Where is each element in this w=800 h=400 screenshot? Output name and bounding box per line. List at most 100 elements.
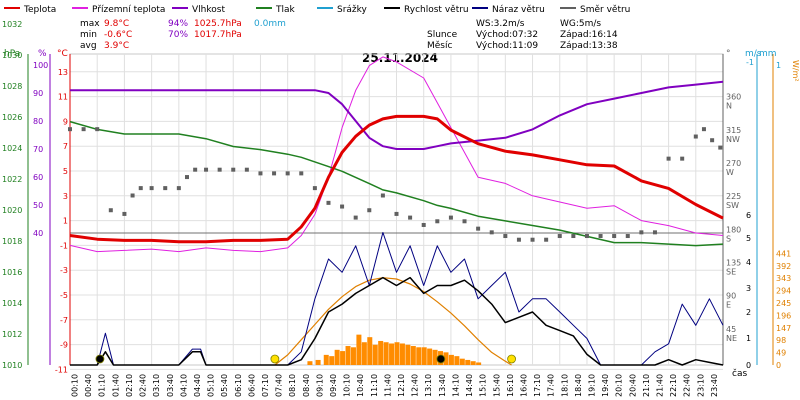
hpa-tick-7: 1018: [2, 237, 22, 246]
degc-tick-6: 1: [63, 217, 68, 226]
dir-tick-0: 360: [726, 93, 741, 102]
x-tick-34: 17:10: [533, 374, 542, 397]
x-tick-35: 17:40: [547, 374, 556, 397]
wind-dir-point-45: [652, 230, 657, 235]
mm-tick-9: 49: [776, 349, 786, 358]
legend-label-1: Přízemní teplota: [92, 5, 165, 15]
pct-axis-unit: %: [38, 49, 47, 59]
dir-name-3: SW: [726, 201, 739, 210]
stats-hum-1: 70%: [168, 30, 188, 40]
wind-dir-point-25: [380, 193, 385, 198]
degc-tick-3: 7: [63, 142, 68, 151]
sunset-marker: [507, 354, 516, 364]
pct-tick-6: 40: [33, 229, 43, 238]
stats-moon-label: Měsíc: [427, 41, 452, 51]
solar-bar-18: [410, 346, 416, 365]
x-tick-1: 00:40: [84, 374, 93, 397]
wind-dir-point-44: [639, 230, 644, 235]
mm-tick-2: 392: [776, 262, 791, 271]
wind-dir-point-26: [394, 211, 399, 216]
mm-tick-3: 343: [776, 274, 791, 283]
x-tick-10: 05:10: [207, 374, 216, 397]
mm-tick-10: 0: [776, 361, 781, 370]
wind-dir-point-13: [217, 167, 222, 172]
wind-dir-point-49: [701, 127, 706, 132]
stats-label-2: avg: [80, 41, 97, 51]
x-tick-33: 16:40: [519, 374, 528, 397]
wind-dir-point-24: [367, 208, 372, 213]
mm-tick-8: 98: [776, 336, 786, 345]
stats-ws: WS:3.2m/s: [476, 19, 525, 29]
ms-tick-4: 3: [746, 284, 751, 293]
degc-tick-12: -11: [55, 365, 68, 374]
wind-dir-point-23: [353, 215, 358, 220]
mm-axis-unit: mm: [759, 49, 777, 59]
degc-tick-1: 11: [58, 93, 68, 102]
dir-tick-4: 180: [726, 225, 741, 234]
stats-temp-2: 3.9°C: [104, 41, 129, 51]
wind-dir-point-11: [193, 167, 198, 172]
wind-dir-point-38: [557, 234, 562, 239]
dir-tick-1: 315: [726, 126, 741, 135]
solar-bar-4: [334, 349, 340, 365]
wind-dir-point-15: [244, 167, 249, 172]
x-tick-39: 19:40: [601, 374, 610, 397]
x-tick-22: 11:10: [370, 374, 379, 397]
wind-dir-point-37: [544, 237, 549, 242]
x-tick-43: 21:40: [656, 374, 665, 397]
x-tick-28: 14:10: [451, 374, 460, 397]
solar-bar-27: [459, 358, 465, 365]
solar-bar-8: [356, 334, 362, 365]
x-tick-25: 12:40: [411, 374, 420, 397]
x-tick-8: 04:10: [179, 374, 188, 397]
hpa-tick-4: 1024: [2, 144, 22, 153]
dir-tick-2: 270: [726, 159, 741, 168]
stats-label-0: max: [80, 19, 100, 29]
x-tick-40: 20:10: [615, 374, 624, 397]
mm-tick-4: 294: [776, 287, 791, 296]
dir-axis-unit: °: [726, 49, 731, 59]
legend-label-7: Směr větru: [580, 5, 630, 15]
wind-dir-point-2: [95, 127, 100, 132]
solar-bar-29: [470, 361, 476, 365]
dir-name-2: W: [726, 168, 734, 177]
hpa-tick-6: 1020: [2, 206, 22, 215]
moonset-prev-marker: [95, 354, 105, 364]
x-tick-47: 23:40: [710, 374, 719, 397]
wind-dir-point-20: [312, 186, 317, 191]
solar-bar-2: [323, 354, 329, 365]
hpa-axis-unit: hPa: [4, 49, 20, 59]
solar-bar-26: [454, 356, 460, 365]
degc-tick-11: -9: [60, 341, 68, 350]
stats-sun-label: Slunce: [427, 30, 458, 40]
x-tick-14: 07:10: [261, 374, 270, 397]
wind-dir-point-40: [584, 234, 589, 239]
wind-dir-point-42: [612, 234, 617, 239]
x-tick-26: 13:10: [424, 374, 433, 397]
wind-dir-point-34: [503, 234, 508, 239]
stats-sun-rise: Východ:07:32: [476, 30, 538, 40]
hpa-tick-5: 1022: [2, 175, 22, 184]
degc-tick-8: -3: [60, 266, 68, 275]
hpa-tick-0: 1032: [2, 20, 22, 29]
temperature-line: [69, 114, 724, 244]
wind-dir-point-21: [326, 200, 331, 205]
x-tick-16: 08:10: [288, 374, 297, 397]
stats-moon-rise: Východ:11:09: [476, 41, 538, 51]
dir-name-5: SE: [726, 268, 736, 277]
wind-dir-point-17: [272, 171, 277, 176]
x-tick-3: 01:40: [111, 374, 120, 397]
dir-name-7: NE: [726, 334, 737, 343]
wind-dir-point-31: [462, 219, 467, 224]
stats-label-1: min: [80, 30, 97, 40]
wind-dir-point-4: [122, 211, 127, 216]
wind-dir-point-33: [489, 230, 494, 235]
wind-dir-point-16: [258, 171, 263, 176]
wind-dir-point-12: [204, 167, 209, 172]
solar-bar-13: [383, 342, 389, 365]
ms-tick-0: -1: [746, 58, 754, 67]
x-tick-20: 10:10: [343, 374, 352, 397]
dir-tick-5: 135: [726, 259, 741, 268]
wind-dir-point-7: [149, 186, 154, 191]
